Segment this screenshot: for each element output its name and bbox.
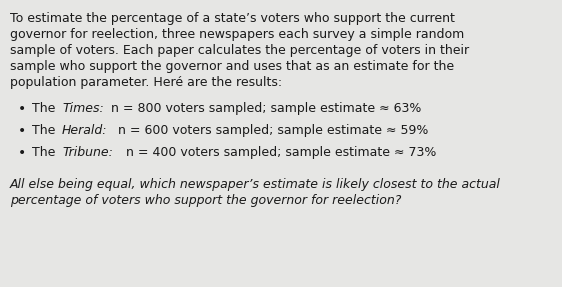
Text: •: • [18,124,26,138]
Text: Herald:: Herald: [62,124,107,137]
Text: Tribune:: Tribune: [62,146,113,159]
Text: The: The [32,124,60,137]
Text: n = 800 voters sampled; sample estimate ≈ 63%: n = 800 voters sampled; sample estimate … [107,102,422,115]
Text: Times:: Times: [62,102,104,115]
Text: percentage of voters who support the governor for reelection?: percentage of voters who support the gov… [10,194,401,207]
Text: To estimate the percentage of a state’s voters who support the current: To estimate the percentage of a state’s … [10,12,455,25]
Text: n = 400 voters sampled; sample estimate ≈ 73%: n = 400 voters sampled; sample estimate … [122,146,436,159]
Text: •: • [18,146,26,160]
Text: n = 600 voters sampled; sample estimate ≈ 59%: n = 600 voters sampled; sample estimate … [115,124,429,137]
Text: sample who support the governor and uses that as an estimate for the: sample who support the governor and uses… [10,60,454,73]
Text: governor for reelection, three newspapers each survey a simple random: governor for reelection, three newspaper… [10,28,464,41]
Text: The: The [32,102,60,115]
Text: The: The [32,146,60,159]
Text: population parameter. Heré are the results:: population parameter. Heré are the resul… [10,76,282,89]
Text: sample of voters. Each paper calculates the percentage of voters in their: sample of voters. Each paper calculates … [10,44,469,57]
Text: All else being equal, which newspaper’s estimate is likely closest to the actual: All else being equal, which newspaper’s … [10,178,501,191]
Text: •: • [18,102,26,116]
